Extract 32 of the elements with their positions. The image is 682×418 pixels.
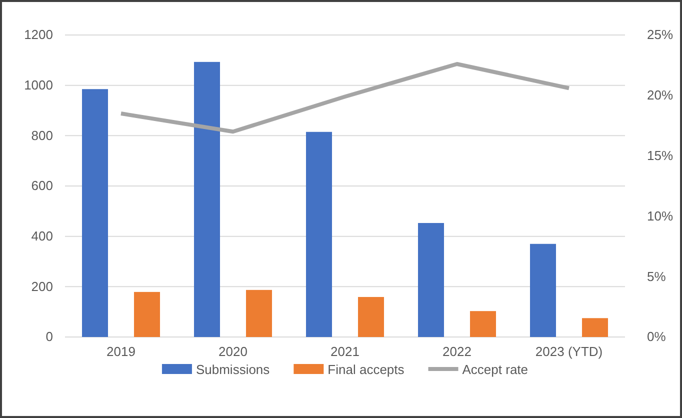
bar [358,296,384,337]
x-tick-label: 2020 [218,344,248,360]
x-tick-label: 2019 [106,344,136,360]
y2-tick-label: 0% [647,329,666,344]
y-tick-label: 0 [46,329,53,344]
y-tick-label: 400 [31,228,53,244]
y-tick-label: 200 [31,278,53,294]
y2-tick-label: 20% [647,88,674,103]
x-tick-label: 2022 [442,344,472,360]
bar [194,62,220,337]
line-series [119,62,571,134]
y2-tick-label: 10% [647,208,674,224]
legend-label: Final accepts [328,362,405,377]
legend-label: Accept rate [462,362,528,377]
x-tick-label: 2023 (YTD) [535,344,603,360]
y-tick-label: 1000 [24,77,53,92]
y-tick-label: 600 [31,178,53,194]
bar [418,222,444,337]
bar [582,318,608,337]
legend-label: Submissions [196,362,270,377]
bar [306,132,332,337]
bar [470,311,496,337]
y-tick-label: 800 [31,128,53,143]
bar [246,290,272,337]
y-tick-label: 1200 [24,27,53,42]
bar [82,89,108,337]
bar [134,292,160,337]
y2-tick-label: 25% [647,27,674,42]
y2-tick-label: 5% [647,268,666,284]
y2-tick-label: 15% [647,148,674,163]
bar [530,244,556,337]
x-tick-label: 2021 [330,344,360,360]
